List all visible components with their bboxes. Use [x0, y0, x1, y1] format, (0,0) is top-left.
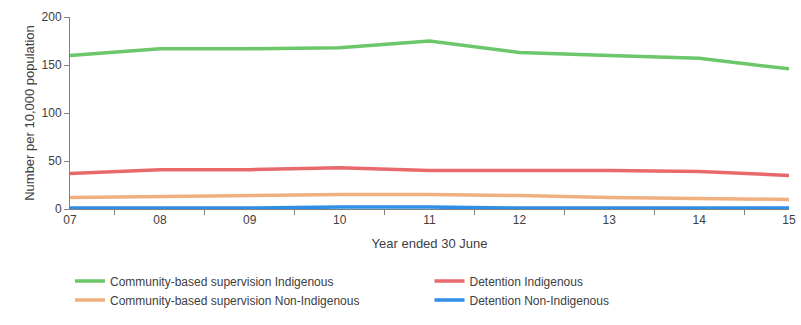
svg-text:09: 09	[243, 213, 257, 227]
svg-text:15: 15	[782, 213, 796, 227]
svg-text:Detention Indigenous: Detention Indigenous	[470, 275, 583, 289]
svg-text:12: 12	[513, 213, 527, 227]
svg-text:Community-based supervision No: Community-based supervision Non-Indigeno…	[110, 294, 359, 308]
svg-text:07: 07	[63, 213, 77, 227]
svg-text:Detention Non-Indigenous: Detention Non-Indigenous	[470, 294, 609, 308]
svg-text:100: 100	[42, 106, 62, 120]
svg-text:14: 14	[692, 213, 706, 227]
svg-text:Community-based supervision In: Community-based supervision Indigenous	[110, 275, 333, 289]
svg-text:11: 11	[423, 213, 436, 227]
svg-text:Number per 10,000 population: Number per 10,000 population	[22, 25, 37, 201]
svg-text:200: 200	[42, 10, 62, 24]
svg-text:Year ended 30 June: Year ended 30 June	[372, 236, 488, 251]
svg-text:13: 13	[603, 213, 617, 227]
svg-text:08: 08	[153, 213, 167, 227]
svg-text:10: 10	[333, 213, 347, 227]
svg-text:50: 50	[48, 154, 62, 168]
svg-text:0: 0	[55, 202, 62, 216]
svg-text:150: 150	[42, 58, 62, 72]
